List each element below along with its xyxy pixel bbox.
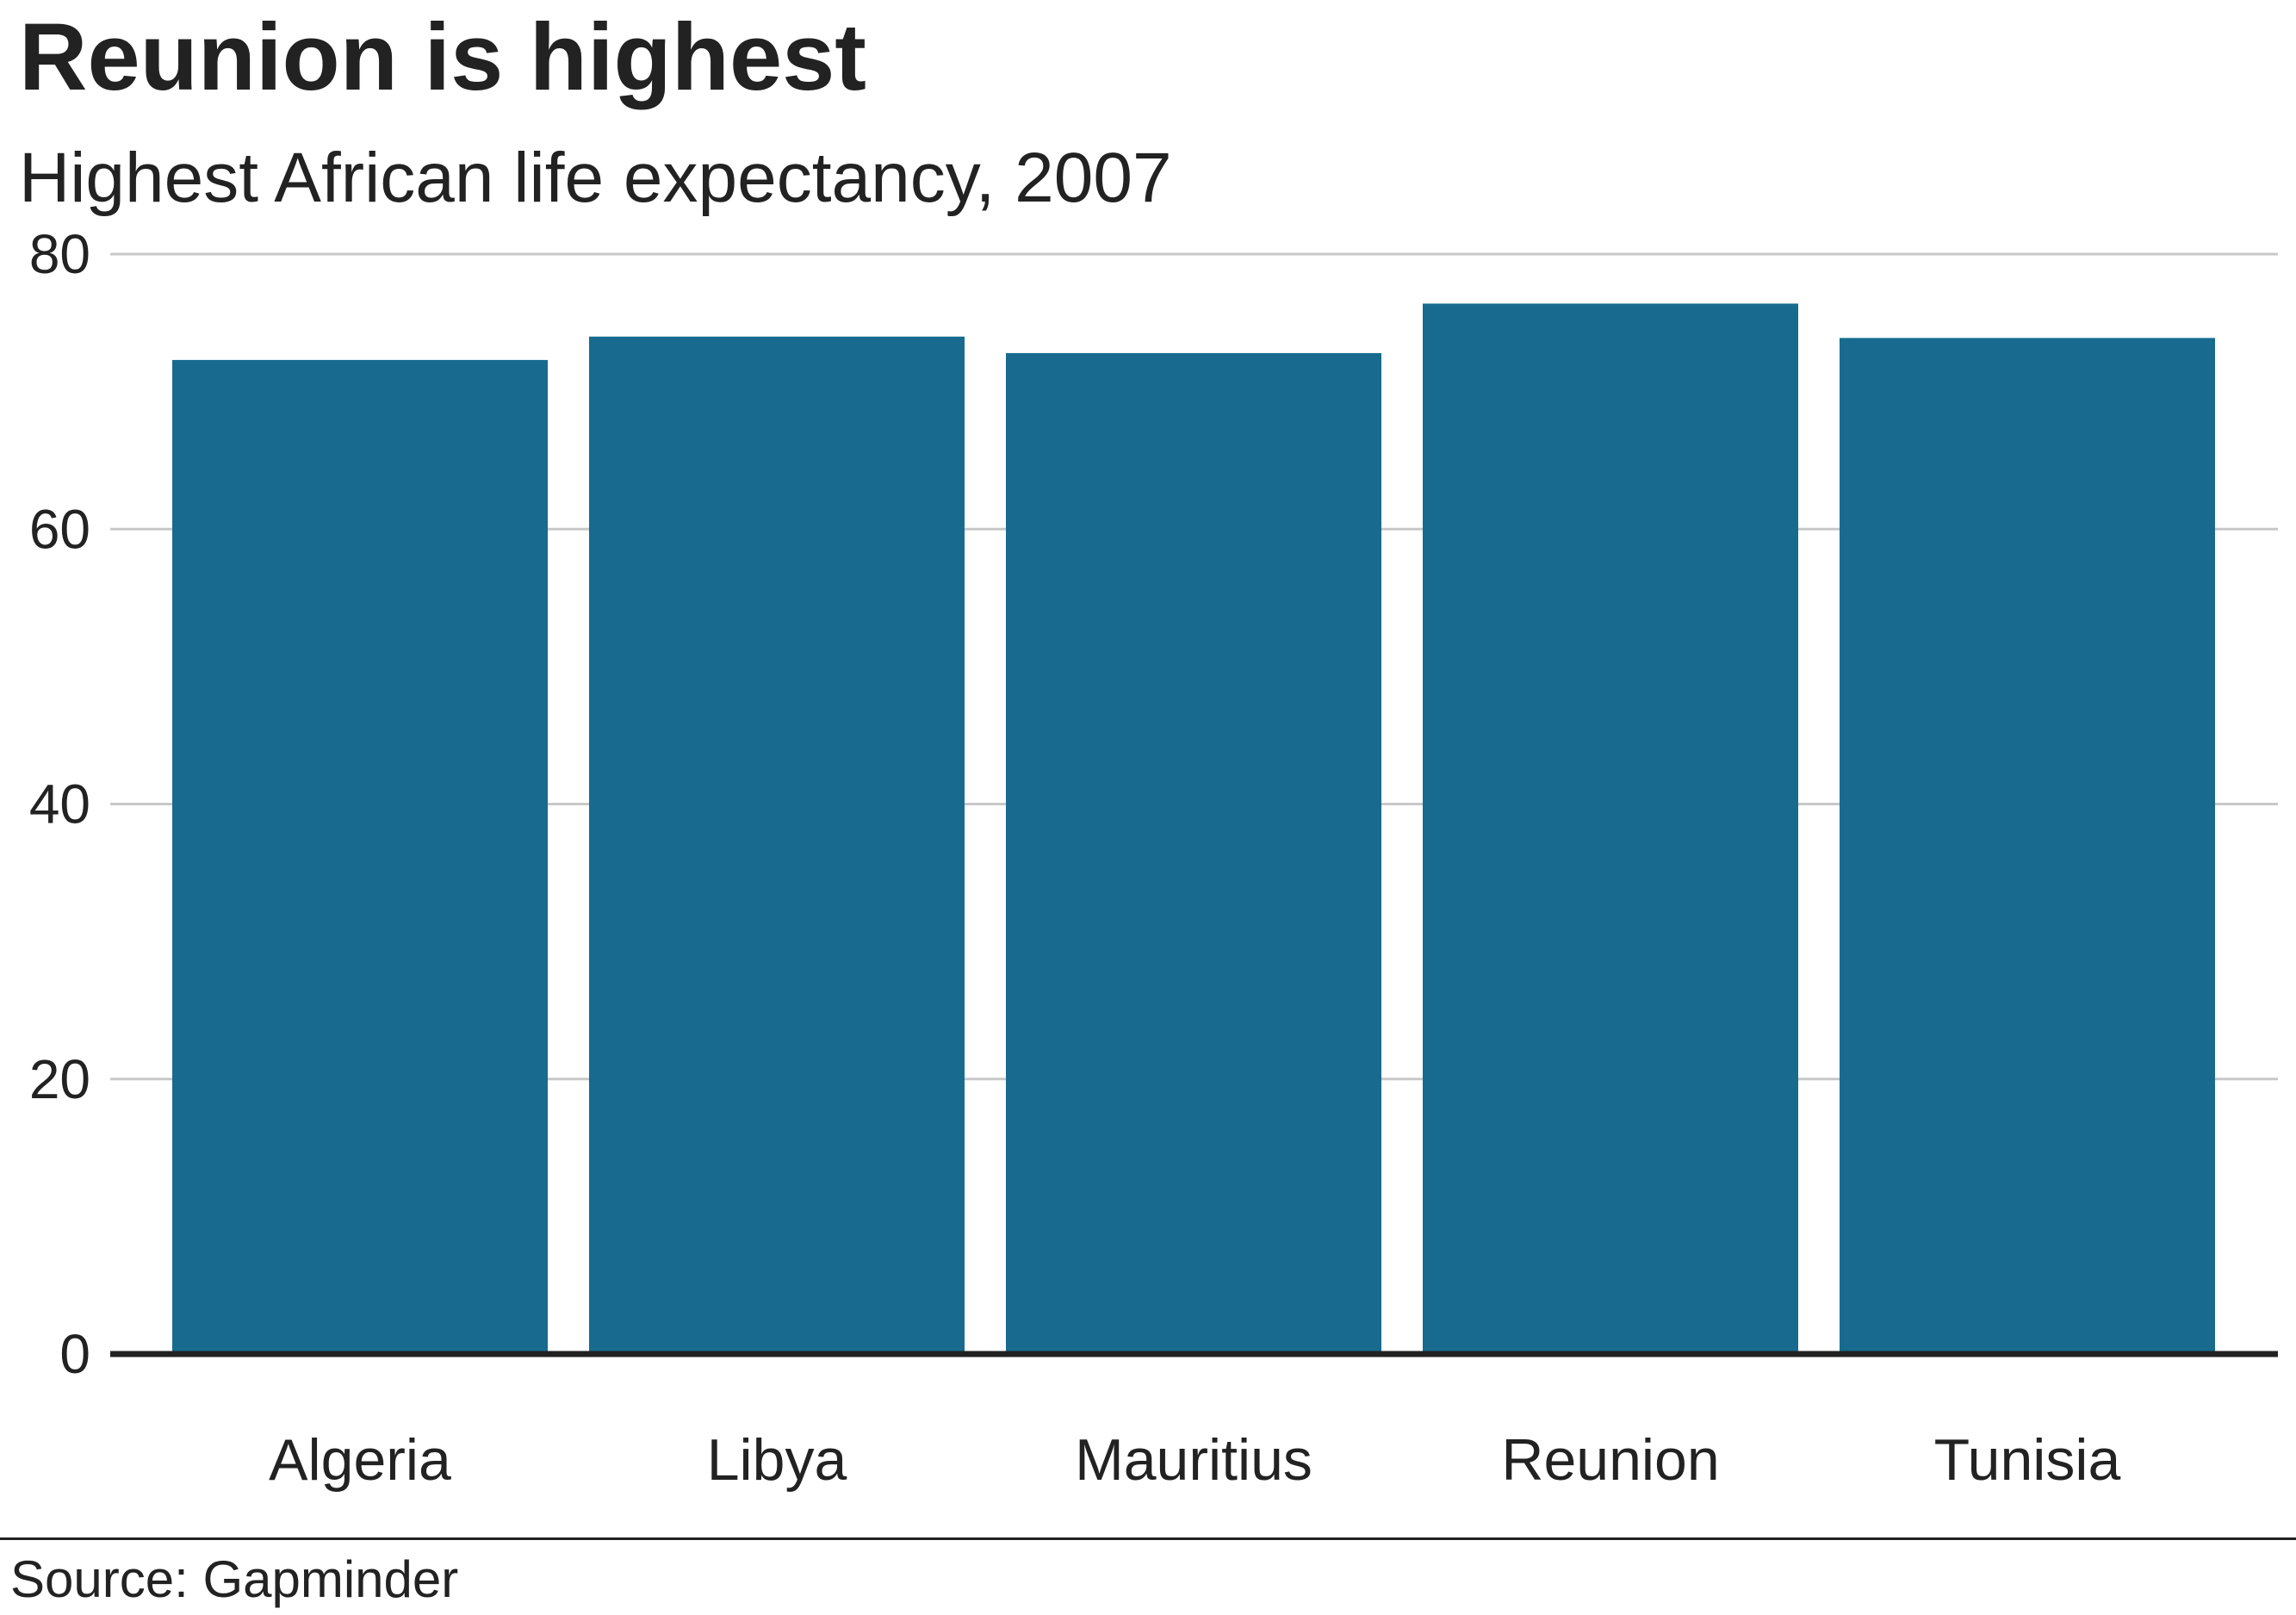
bar [1423, 303, 1798, 1355]
bar [172, 359, 548, 1354]
y-tick-label: 40 [29, 773, 90, 835]
bar-chart: 0 20 40 60 80 Algeria Libya Mauritius Reunion Tun… [29, 223, 2278, 1493]
bars [172, 303, 2215, 1355]
y-tick-label: 0 [59, 1323, 90, 1385]
chart-subtitle: Highest African life expectancy, 2007 [19, 139, 1172, 217]
axes: 0 20 40 60 80 Algeria Libya Mauritius Reunion Tun… [29, 223, 2278, 1493]
bar [1006, 352, 1381, 1355]
bar [1840, 338, 2215, 1355]
x-tick-label: Reunion [1501, 1427, 1719, 1493]
x-tick-label: Tunisia [1934, 1427, 2121, 1493]
x-tick-label: Libya [707, 1427, 847, 1493]
bar [589, 336, 965, 1354]
footer-divider [0, 1537, 2296, 1540]
x-tick-label: Mauritius [1075, 1427, 1312, 1493]
y-tick-label: 80 [29, 223, 90, 285]
source-note: Source: Gapminder [10, 1550, 459, 1608]
x-tick-label: Algeria [269, 1427, 451, 1493]
y-tick-label: 20 [29, 1048, 90, 1110]
y-tick-label: 60 [29, 498, 90, 560]
chart-title: Reunion is highest [19, 4, 866, 110]
